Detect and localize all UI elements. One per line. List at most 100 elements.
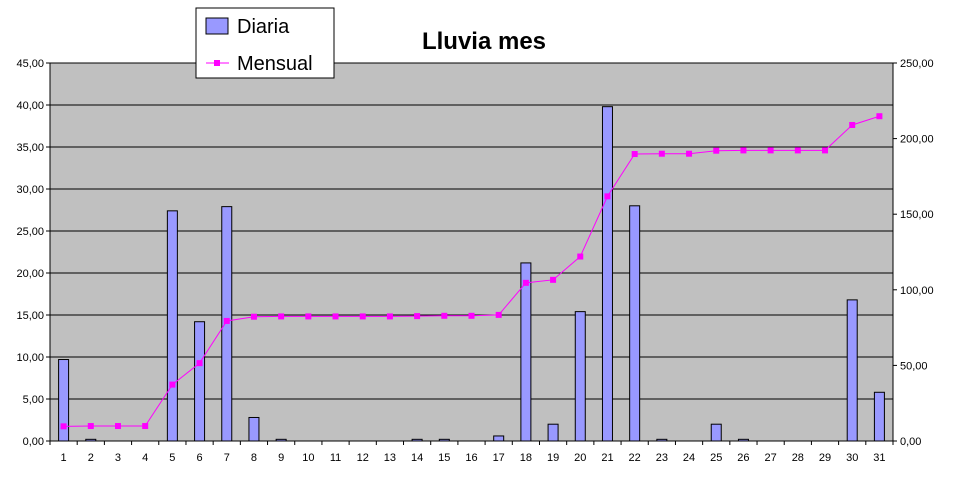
x-tick-label: 11: [330, 452, 341, 464]
right-tick-label: 0,00: [900, 436, 921, 448]
x-tick-label: 13: [384, 452, 396, 464]
left-tick-label: 5,00: [23, 394, 44, 406]
point-mensual-31: [876, 113, 883, 120]
x-tick-label: 18: [520, 452, 532, 464]
point-mensual-19: [550, 276, 557, 283]
bar-diaria-5: [166, 210, 178, 442]
left-axis-ticks: 0,00 5,00 10,00 15,00 20,00 25,00 30,00 35,00 40…: [16, 58, 50, 448]
right-tick-label: 50,00: [900, 360, 928, 372]
point-mensual-17: [495, 311, 502, 318]
x-tick-label: 1: [61, 452, 67, 464]
gridlines: [50, 62, 893, 400]
point-mensual-30: [849, 121, 856, 128]
bar-diaria-22: [629, 205, 641, 442]
bar-diaria-21: [601, 106, 613, 442]
left-tick-label: 20,00: [16, 268, 44, 280]
plot-area: [49, 62, 894, 442]
point-mensual-22: [631, 151, 638, 158]
x-tick-label: 4: [142, 452, 148, 464]
x-tick-label: 26: [737, 452, 749, 464]
x-tick-label: 21: [601, 452, 613, 464]
left-tick-label: 45,00: [16, 58, 44, 70]
point-mensual-15: [441, 312, 448, 319]
x-tick-label: 27: [765, 452, 777, 464]
x-tick-label: 19: [547, 452, 559, 464]
right-tick-label: 100,00: [900, 285, 934, 297]
x-tick-label: 28: [792, 452, 804, 464]
x-axis-ticks: 1 2 3 4 5 6 7 8 9 10 11 12 13 14 15 16 17 18 19 20 21 22 23 24 2…: [61, 452, 886, 464]
line-series-mensual: [60, 113, 883, 430]
x-tick-label: 6: [197, 452, 203, 464]
right-tick-label: 200,00: [900, 134, 934, 146]
left-tick-label: 30,00: [16, 184, 44, 196]
point-mensual-25: [713, 147, 720, 154]
x-tick-label: 31: [873, 452, 885, 464]
legend-label-mensual: Mensual: [237, 53, 313, 75]
x-tick-label: 29: [819, 452, 831, 464]
x-tick-label: 2: [88, 452, 94, 464]
bar-diaria-30: [846, 299, 858, 442]
bar-diaria-20: [574, 311, 586, 442]
left-tick-label: 35,00: [16, 142, 44, 154]
legend: Diaria Mensual: [195, 7, 335, 79]
x-tick-label: 10: [302, 452, 314, 464]
x-tick-label: 22: [629, 452, 641, 464]
point-mensual-3: [114, 423, 121, 430]
point-mensual-12: [359, 313, 366, 320]
point-mensual-4: [142, 423, 149, 430]
bar-diaria-19: [547, 423, 559, 442]
point-mensual-2: [87, 423, 94, 430]
left-tick-label: 0,00: [23, 436, 44, 448]
point-mensual-21: [604, 193, 611, 200]
x-tick-label: 25: [710, 452, 722, 464]
point-mensual-24: [686, 150, 693, 157]
point-mensual-29: [822, 147, 829, 154]
right-tick-label: 250,00: [900, 58, 934, 70]
legend-swatch-mensual-marker: [214, 60, 220, 66]
bar-diaria-18: [520, 262, 532, 442]
point-mensual-20: [577, 253, 584, 260]
point-mensual-23: [658, 150, 665, 157]
point-mensual-10: [305, 313, 312, 320]
point-mensual-8: [250, 313, 257, 320]
point-mensual-28: [794, 147, 801, 154]
x-tick-label: 20: [574, 452, 586, 464]
x-tick-label: 9: [278, 452, 284, 464]
x-tick-label: 5: [169, 452, 175, 464]
x-tick-label: 8: [251, 452, 257, 464]
x-tick-label: 24: [683, 452, 695, 464]
x-tick-label: 7: [224, 452, 230, 464]
x-tick-label: 14: [411, 452, 423, 464]
bar-diaria-6: [194, 321, 206, 442]
point-mensual-13: [386, 313, 393, 320]
point-mensual-26: [740, 147, 747, 154]
x-tick-label: 3: [115, 452, 121, 464]
bar-diaria-31: [873, 391, 885, 442]
bar-diaria-17: [493, 435, 505, 442]
legend-label-diaria: Diaria: [237, 16, 290, 38]
legend-swatch-diaria: [205, 17, 229, 35]
point-mensual-5: [169, 381, 176, 388]
x-tick-label: 30: [846, 452, 858, 464]
point-mensual-6: [196, 360, 203, 367]
left-tick-label: 10,00: [16, 352, 44, 364]
point-mensual-18: [522, 279, 529, 286]
x-tick-label: 23: [656, 452, 668, 464]
right-tick-label: 150,00: [900, 209, 934, 221]
x-tick-label: 17: [493, 452, 505, 464]
left-tick-label: 40,00: [16, 100, 44, 112]
point-mensual-27: [767, 147, 774, 154]
point-mensual-14: [414, 313, 421, 320]
point-mensual-9: [278, 313, 285, 320]
x-tick-label: 16: [465, 452, 477, 464]
point-mensual-1: [60, 423, 67, 430]
x-tick-label: 15: [438, 452, 450, 464]
point-mensual-16: [468, 312, 475, 319]
chart-title: Lluvia mes: [422, 28, 546, 55]
right-axis-ticks: 0,00 50,00 100,00 150,00 200,00 250,00: [893, 58, 934, 448]
bar-diaria-8: [248, 416, 260, 442]
left-tick-label: 15,00: [16, 310, 44, 322]
x-tick-label: 12: [357, 452, 369, 464]
